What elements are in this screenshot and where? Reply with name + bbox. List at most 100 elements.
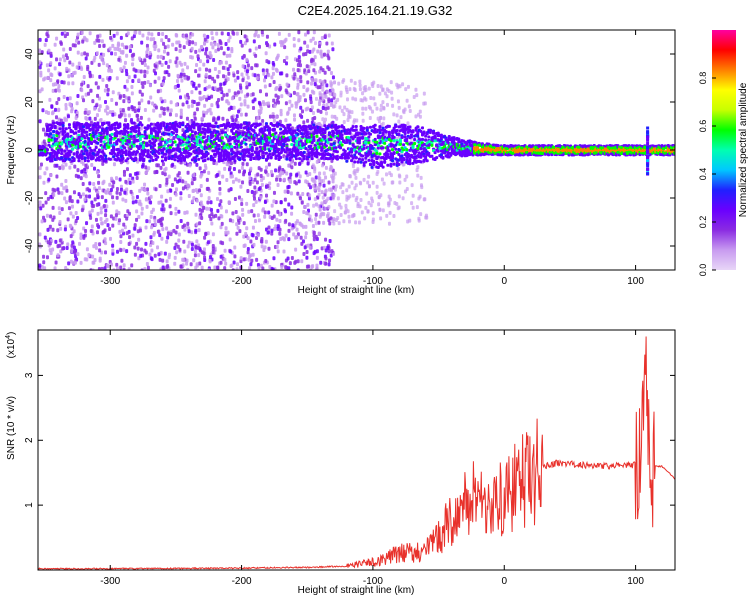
spectrogram-cell [38,175,42,180]
spectrogram-cell [313,82,317,87]
spectrogram-cell [287,153,291,157]
spectrogram-cell [314,217,318,222]
spectrogram-cell [161,81,165,86]
spectrogram-cell [137,126,141,130]
spectrogram-cell [131,176,135,181]
spectrogram-cell [154,71,158,76]
spectrogram-cell [93,166,97,171]
spectrogram-cell [270,228,274,233]
spectrogram-cell [272,256,276,261]
spectrogram-cell [173,158,177,162]
spectrogram-cell [91,156,95,160]
spectrogram-cell [203,87,207,92]
spectrogram-cell [365,191,369,196]
spectrogram-cell [199,174,203,179]
spectrogram-cell [228,53,232,58]
spectrogram-cell [224,209,228,214]
spectrogram-cell [61,127,65,131]
spectrogram-cell [293,72,297,77]
spectrogram-cell [64,162,68,167]
spectrogram-cell [312,203,316,208]
spectrogram-cell [332,221,336,226]
spectrogram-cell [271,61,275,66]
spectrogram-cell [212,57,216,62]
spectrogram-cell [140,98,144,103]
spectrogram-cell [92,203,96,208]
spectrogram-cell [326,53,330,58]
spectrogram-cell [308,193,312,198]
spectrogram-cell [160,106,164,111]
spectrogram-cell [77,159,81,163]
spectrogram-cell [75,151,79,155]
spectrogram-cell [62,95,66,100]
spectrogram-cell [283,45,287,50]
spectrogram-cell [283,197,287,202]
spectrogram-cell [58,62,62,67]
spectrogram-cell [354,97,358,102]
spectrogram-cell [248,181,252,186]
spectrogram-cell [94,81,98,86]
spectrogram-cell [176,173,180,178]
spectrogram-cell [305,255,309,260]
spectrogram-cell [147,117,151,122]
spectrogram-cell [330,174,334,179]
spectrogram-cell [251,225,255,230]
spectrogram-cell [111,251,115,256]
spectrogram-cell [132,150,136,154]
spectrogram-cell [158,183,162,188]
spectrogram-cell [130,53,134,58]
spectrogram-cell [270,173,274,178]
spectrogram-cell [200,116,204,121]
spectrogram-cell [405,174,409,179]
spectrogram-cell [165,122,169,126]
spectrogram-cell [148,155,152,159]
spectrogram-cell [345,197,349,202]
spectrogram-cell [222,154,226,158]
spectrogram-cell [251,252,255,257]
spectrogram-cell [160,236,164,241]
spectrogram-cell [149,200,153,205]
spectrogram-cell [104,190,108,195]
spectrogram-cell [176,244,180,249]
spectrogram-cell [274,93,278,98]
spectrogram-cell [320,190,324,195]
spectrogram-cell [50,111,54,116]
spectrogram-cell [252,213,256,218]
spectrogram-cell [187,229,191,234]
spectrogram-cell [102,131,106,135]
spectrogram-cell [241,78,245,83]
spectrogram-cell [168,196,172,201]
spectrogram-cell [62,186,66,191]
spectrogram-cell [308,49,312,54]
spectrogram-cell [314,221,318,226]
spectrogram-cell [203,255,207,260]
spectrogram-cell [60,182,64,187]
spectrogram-cell [267,73,271,78]
spectrogram-cell [96,193,100,198]
spectrogram-cell [179,108,183,113]
spectrogram-cell [113,46,117,51]
spectrogram-cell [261,151,265,155]
spectrogram-cell [297,55,301,60]
spectrogram-cell [302,251,306,256]
spectrogram-cell [397,119,401,124]
spectrogram-cell [69,259,73,264]
spectrogram-cell [323,124,327,128]
spectrogram-cell [410,201,414,206]
spectrogram-cell [59,118,63,123]
spectrogram-cell [190,130,194,134]
spectrogram-cell [245,226,249,231]
spectrogram-cell [115,76,119,81]
spectrogram-cell [80,82,84,87]
spectrogram-cell [138,121,142,125]
spectrogram-cell [302,150,306,154]
spectrogram-cell [321,195,325,200]
spectrogram-cell [64,106,68,111]
spectrogram-cell [114,213,118,218]
spectrogram-cell [69,224,73,229]
spectrogram-cell [92,58,96,63]
spectrogram-cell [309,38,313,43]
spectrogram-cell [188,163,192,168]
spectrogram-cell [133,226,137,231]
spectrogram-cell [137,101,141,106]
